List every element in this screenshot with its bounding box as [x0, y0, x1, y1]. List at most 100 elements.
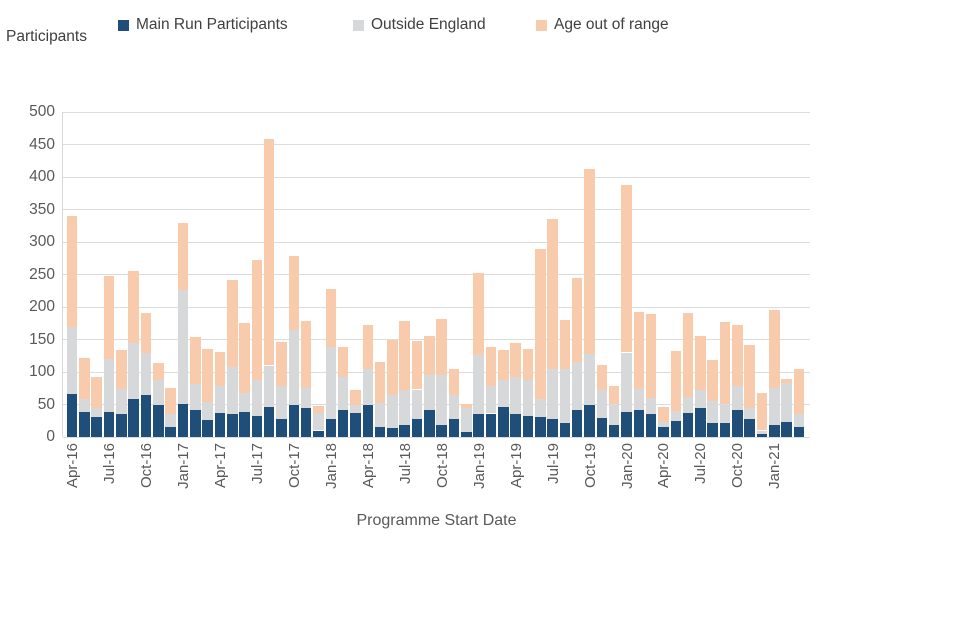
bar-segment-Jun-19-outside-england [535, 398, 546, 417]
bar-segment-Mar-20-age-out-of-range [645, 313, 657, 398]
bar-segment-Nov-16-main-run-participants [153, 405, 164, 437]
legend-item-outside-england: Outside England [353, 16, 486, 34]
bar-segment-Jan-18-outside-england [325, 347, 337, 419]
bar-segment-Jan-18-main-run-participants [325, 418, 337, 437]
bar-segment-Jan-20-main-run-participants [621, 411, 632, 437]
bar-segment-Aug-20-main-run-participants [707, 423, 718, 438]
bar-segment-Jul-20-outside-england [695, 389, 706, 409]
bar-segment-Oct-17-outside-england [288, 329, 300, 406]
bar-segment-Jul-16-main-run-participants [103, 412, 115, 437]
bar-segment-Jul-20-age-out-of-range [695, 336, 706, 390]
bar-segment-Mar-17-outside-england [202, 401, 213, 421]
bar-segment-Apr-16-age-out-of-range [66, 216, 78, 327]
bar-segment-Oct-16-main-run-participants [140, 395, 152, 437]
gridline-y-300 [63, 241, 810, 243]
bar-segment-Apr-18-outside-england [362, 368, 374, 406]
bar-segment-Apr-19-outside-england [510, 377, 521, 414]
bar-segment-Jun-18-age-out-of-range [387, 339, 398, 395]
bar-segment-Feb-19-age-out-of-range [485, 346, 497, 386]
y-tick-label-50: 50 [37, 395, 55, 413]
bar-segment-Oct-19-age-out-of-range [584, 168, 595, 354]
bar-segment-Jul-19-main-run-participants [547, 418, 558, 437]
bar-segment-Apr-17-age-out-of-range [214, 351, 226, 386]
bar-segment-Jul-20-main-run-participants [695, 408, 706, 437]
y-tick-label-300: 300 [29, 233, 55, 250]
bar-segment-May-20-outside-england [670, 411, 682, 421]
bar-segment-Nov-17-main-run-participants [300, 408, 312, 437]
bar-segment-Mar-20-main-run-participants [645, 414, 657, 438]
bar-segment-Aug-18-main-run-participants [411, 419, 423, 437]
bar-segment-Mar-18-main-run-participants [350, 412, 361, 437]
x-tick-label-Apr-18: Apr-18 [359, 443, 377, 489]
bar-segment-Oct-20-outside-england [732, 386, 743, 410]
bar-segment-Jul-17-outside-england [251, 379, 263, 416]
bar-segment-Feb-18-main-run-participants [337, 410, 349, 438]
x-tick-label-Oct-19: Oct-19 [581, 443, 599, 489]
bar-segment-Dec-19-main-run-participants [608, 425, 620, 437]
bar-segment-Jan-17-outside-england [177, 290, 189, 404]
bar-segment-Dec-18-outside-england [461, 408, 472, 432]
bar-segment-Nov-19-main-run-participants [596, 418, 608, 437]
bar-segment-Jan-21-main-run-participants [769, 424, 780, 437]
bar-segment-Jun-20-main-run-participants [682, 412, 694, 437]
x-tick-label-Jul-19: Jul-19 [544, 443, 562, 484]
bar-segment-Jul-19-outside-england [547, 368, 558, 419]
bar-segment-Feb-21-outside-england [781, 383, 792, 423]
bar-segment-May-20-age-out-of-range [670, 351, 682, 411]
bar-segment-Dec-17-outside-england [313, 412, 324, 431]
bar-segment-Jan-20-outside-england [621, 352, 632, 412]
bar-segment-Feb-20-outside-england [633, 388, 645, 411]
y-axis-title: Participants [6, 28, 87, 45]
legend-swatch-age-out-of-range-icon [536, 19, 547, 31]
bar-segment-Apr-17-outside-england [214, 385, 226, 413]
bar-segment-Aug-17-main-run-participants [263, 406, 275, 437]
y-tick-label-100: 100 [29, 363, 55, 380]
bar-segment-May-17-age-out-of-range [227, 280, 238, 367]
bar-segment-Sep-16-outside-england [128, 342, 139, 399]
bar-segment-Jun-16-age-out-of-range [91, 377, 102, 409]
x-axis-title: Programme Start Date [356, 512, 517, 529]
bar-segment-Aug-16-age-out-of-range [116, 349, 127, 389]
bar-segment-May-20-main-run-participants [670, 420, 682, 438]
bar-segment-Feb-20-age-out-of-range [633, 311, 645, 389]
x-tick-label-Oct-20: Oct-20 [729, 443, 747, 489]
bar-segment-May-18-main-run-participants [374, 426, 386, 437]
bar-segment-Dec-19-age-out-of-range [608, 386, 620, 405]
bar-segment-Jul-16-outside-england [103, 359, 115, 413]
bar-segment-Apr-20-main-run-participants [658, 427, 669, 438]
bar-segment-Feb-17-outside-england [190, 383, 201, 410]
bar-segment-Jan-21-age-out-of-range [769, 310, 780, 388]
bar-segment-Feb-17-main-run-participants [190, 409, 201, 437]
bar-segment-Mar-18-outside-england [350, 405, 361, 413]
bar-segment-Mar-19-main-run-participants [498, 407, 509, 437]
bar-segment-Mar-21-outside-england [793, 413, 805, 428]
bar-segment-Nov-16-age-out-of-range [153, 362, 164, 381]
legend-swatch-outside-england-icon [353, 19, 364, 31]
legend-swatch-main-run-icon [118, 19, 129, 31]
x-tick-label-Jul-16: Jul-16 [101, 443, 119, 484]
bar-segment-Jan-19-main-run-participants [473, 413, 484, 437]
x-tick-label-Jul-20: Jul-20 [692, 443, 710, 484]
bar-segment-Apr-20-age-out-of-range [658, 407, 669, 423]
gridline-y-450 [63, 144, 810, 145]
bar-segment-Jul-18-outside-england [399, 390, 410, 425]
bar-segment-Feb-21-main-run-participants [781, 422, 792, 438]
bar-segment-Mar-17-age-out-of-range [202, 348, 213, 402]
bar-segment-Jan-17-age-out-of-range [177, 223, 189, 291]
bar-segment-Jun-18-main-run-participants [387, 427, 398, 437]
bar-segment-Mar-17-main-run-participants [202, 420, 213, 437]
bar-segment-Feb-19-main-run-participants [485, 413, 497, 437]
bar-segment-Sep-20-main-run-participants [719, 423, 731, 438]
bar-segment-Apr-19-age-out-of-range [510, 342, 521, 378]
bar-segment-Jun-20-outside-england [682, 396, 694, 413]
legend-label-age-out-of-range: Age out of range [554, 16, 669, 33]
bar-segment-Mar-18-age-out-of-range [350, 389, 361, 406]
bar-segment-Sep-19-main-run-participants [571, 410, 583, 438]
bar-segment-Feb-21-age-out-of-range [781, 378, 792, 383]
bar-segment-May-18-age-out-of-range [374, 362, 386, 404]
bar-segment-Jan-21-outside-england [769, 387, 780, 425]
bar-segment-Aug-18-outside-england [411, 389, 423, 420]
y-tick-label-400: 400 [29, 168, 55, 185]
bar-segment-Sep-20-outside-england [719, 404, 731, 424]
x-tick-label-Apr-19: Apr-19 [507, 443, 525, 489]
